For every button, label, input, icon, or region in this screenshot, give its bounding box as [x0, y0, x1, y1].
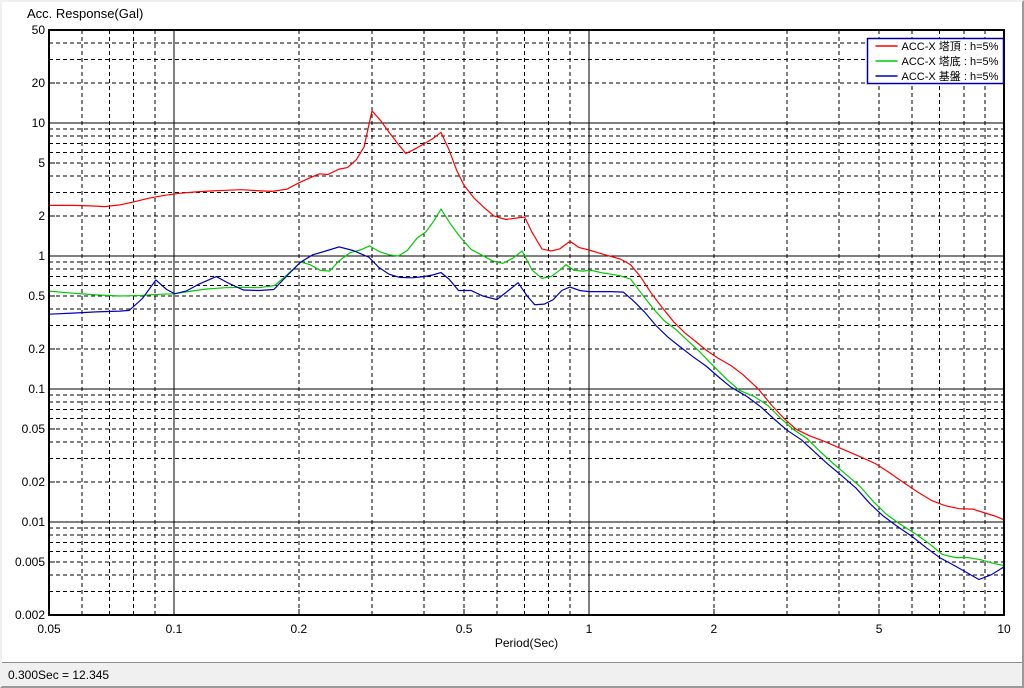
grid-minor: [49, 30, 1004, 615]
y-tick-label: 2: [38, 209, 45, 223]
grid-major: [49, 30, 1004, 615]
x-tick-label: 0.2: [291, 622, 308, 636]
legend-entry: ACC-X 塔頂 : h=5%: [875, 40, 999, 53]
chart-region: Acc. Response(Gal) 0.05 0.1 0.2 0.5 1 2 5 10 Peri…: [2, 2, 1022, 662]
y-tick-label: 1: [38, 249, 45, 263]
series-line-2: [48, 246, 1005, 581]
plot-frame: [48, 29, 1005, 616]
y-tick-label: 20: [32, 76, 46, 90]
y-tick-label: 0.5: [28, 289, 45, 303]
legend-label: ACC-X 塔底 : h=5%: [902, 54, 999, 68]
y-tick-label: 5: [38, 156, 45, 170]
x-tick-label: 2: [711, 622, 718, 636]
x-tick-label: 0.5: [456, 622, 473, 636]
x-tick-label: 0.1: [166, 622, 183, 636]
series-line-0: [49, 109, 1005, 521]
x-tick-label: 10: [997, 622, 1011, 636]
x-tick-label: 0.05: [37, 622, 61, 636]
status-bar: 0.300Sec = 12.345: [2, 662, 1022, 686]
y-tick-label: 50: [32, 23, 46, 37]
x-tick-label: 5: [876, 622, 883, 636]
legend-label: ACC-X 塔頂 : h=5%: [902, 40, 999, 53]
legend-entry: ACC-X 基盤 : h=5%: [875, 70, 999, 83]
y-tick-label: 10: [32, 116, 46, 130]
y-tick-label: 0.01: [22, 515, 46, 529]
axis-ticks: [48, 29, 1005, 616]
legend-label: ACC-X 基盤 : h=5%: [902, 70, 999, 83]
legend: ACC-X 塔頂 : h=5%ACC-X 塔底 : h=5% ACC-X 基盤 :…: [866, 37, 1005, 85]
x-axis-label: Period(Sec): [495, 636, 558, 650]
y-tick-label: 0.005: [15, 555, 45, 569]
y-tick-label: 0.2: [28, 342, 45, 356]
y-tick-label: 0.05: [22, 422, 46, 436]
chart-title: Acc. Response(Gal): [27, 6, 143, 21]
y-tick-label: 0.1: [28, 382, 45, 396]
legend-entry: ACC-X 塔底 : h=5%: [875, 54, 999, 68]
x-tick-label: 1: [586, 622, 593, 636]
y-tick-label: 0.002: [15, 608, 45, 622]
response-spectrum-chart: Acc. Response(Gal) 0.05 0.1 0.2 0.5 1 2 5 10 Peri…: [15, 6, 1011, 650]
cursor-readout: 0.300Sec = 12.345: [8, 667, 110, 682]
y-tick-label: 0.02: [22, 475, 46, 489]
